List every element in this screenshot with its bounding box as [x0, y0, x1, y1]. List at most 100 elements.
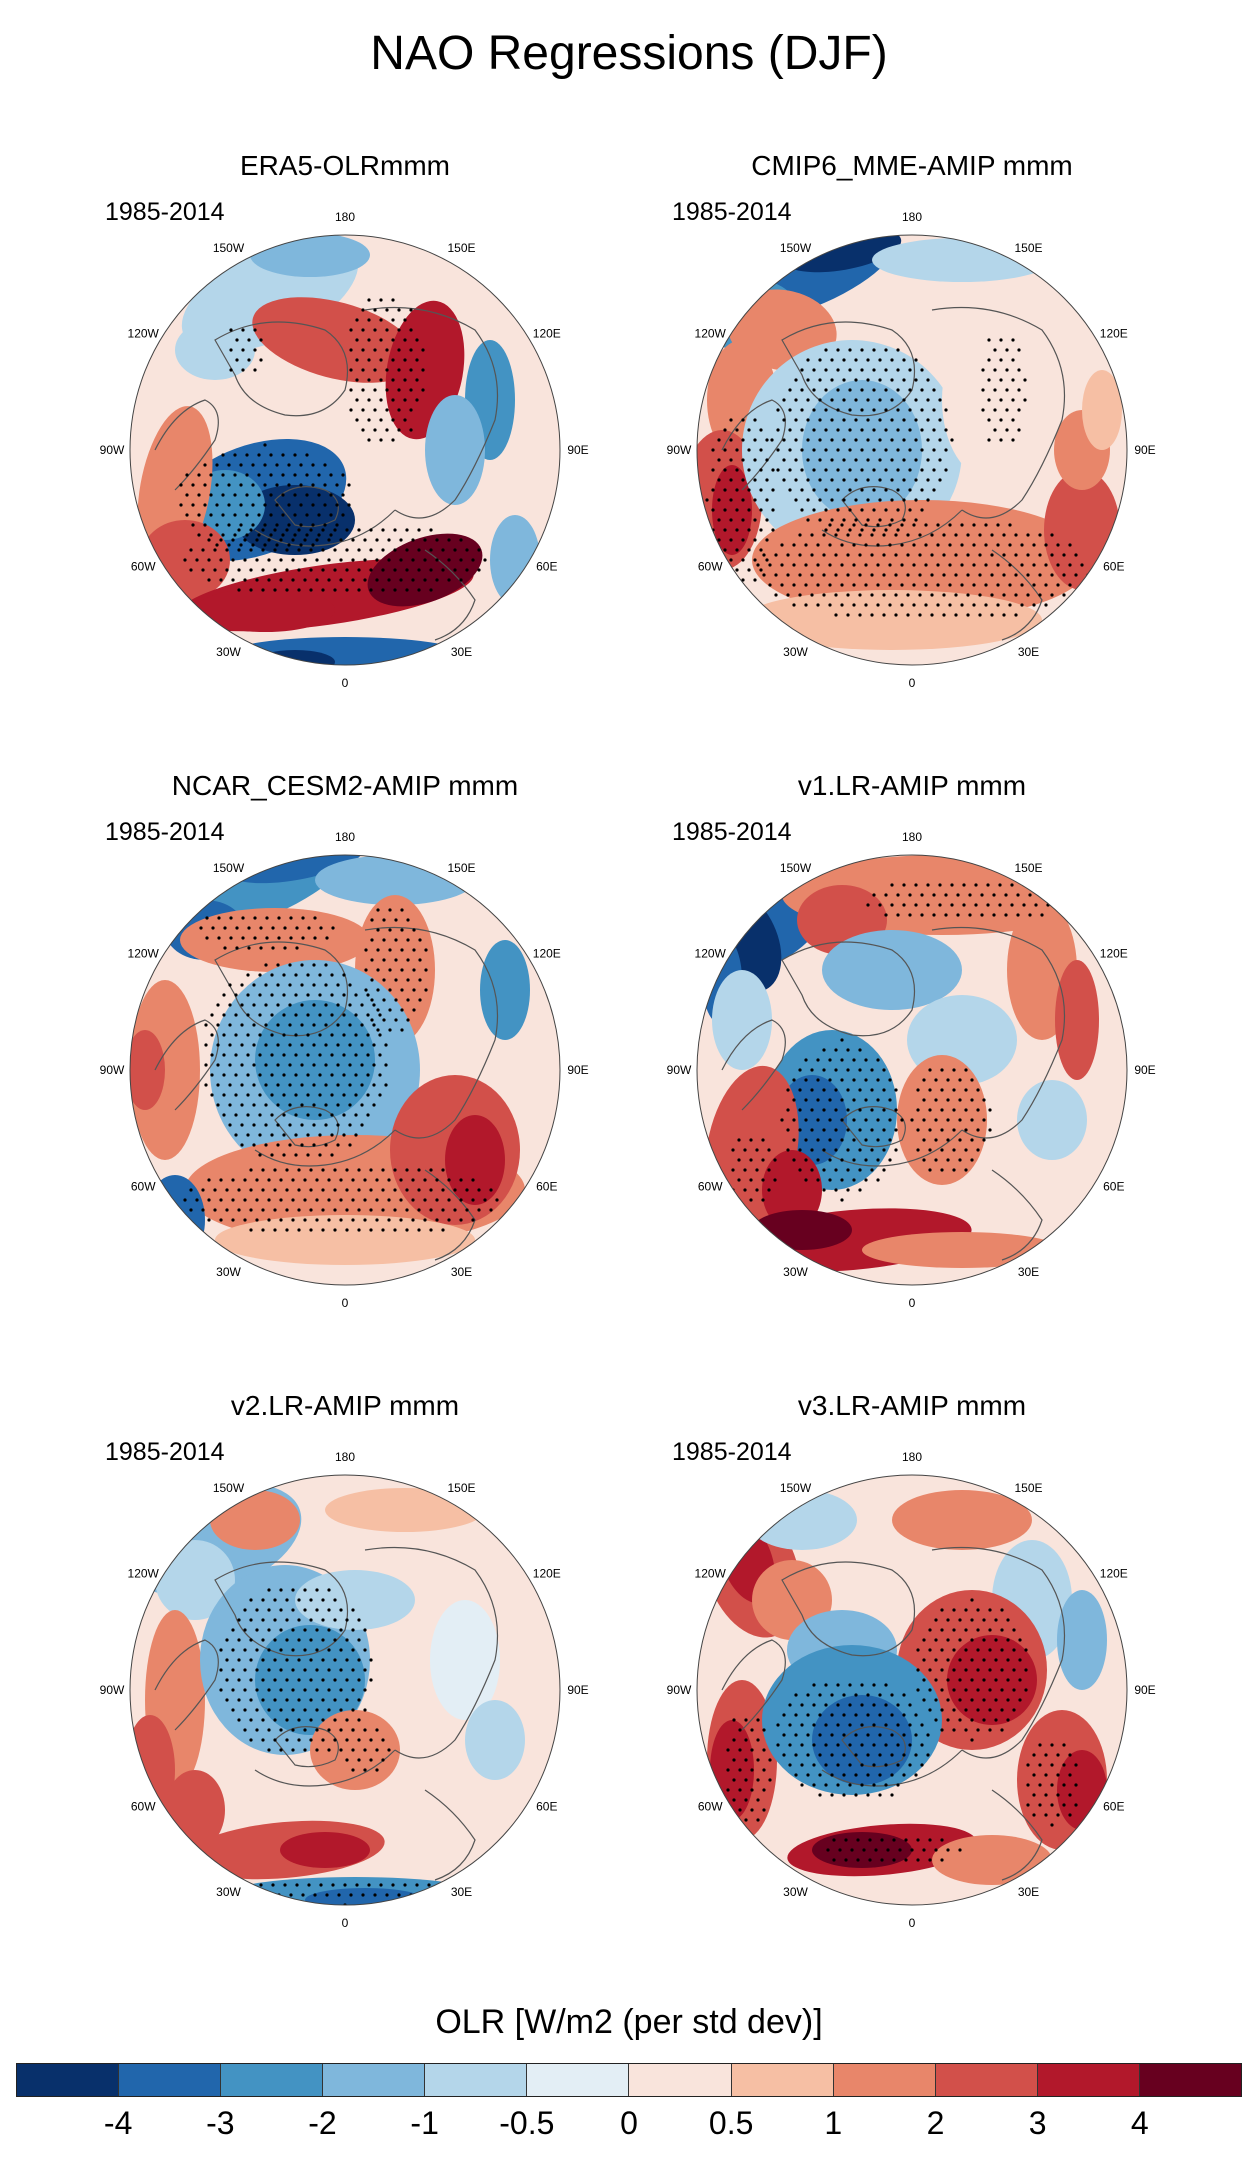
stipple-dot: [842, 478, 846, 482]
stipple-dot: [878, 518, 882, 522]
stipple-dot: [221, 473, 225, 477]
stipple-dot: [800, 488, 804, 492]
stipple-dot: [235, 338, 239, 342]
stipple-dot: [229, 936, 233, 940]
stipple-dot: [993, 348, 997, 352]
stipple-dot: [387, 1178, 391, 1182]
stipple-dot: [453, 1188, 457, 1192]
stipple-dot: [810, 1168, 814, 1172]
stipple-dot: [1032, 1753, 1036, 1757]
stipple-dot: [1050, 593, 1054, 597]
stipple-dot: [768, 583, 772, 587]
longitude-label: 120W: [128, 947, 160, 961]
longitude-label: 30W: [216, 645, 241, 659]
stipple-dot: [370, 1018, 374, 1022]
stipple-dot: [800, 448, 804, 452]
stipple-dot: [729, 418, 733, 422]
stipple-dot: [247, 926, 251, 930]
stipple-dot: [840, 1178, 844, 1182]
stipple-dot: [1074, 553, 1078, 557]
stipple-dot: [318, 1153, 322, 1157]
stipple-dot: [870, 553, 874, 557]
stipple-dot: [1011, 358, 1015, 362]
stipple-dot: [824, 448, 828, 452]
map-panel-v1-lr: v1.LR-AMIP mmm 1985-2014 0 30E 60E 90E 120E 1…: [612, 770, 1212, 1360]
stipple-dot: [1020, 583, 1024, 587]
stipple-dot: [806, 398, 810, 402]
stipple-dot: [928, 1858, 932, 1862]
stipple-dot: [185, 493, 189, 497]
longitude-label: 0: [342, 676, 349, 690]
stipple-dot: [768, 563, 772, 567]
stipple-dot: [339, 538, 343, 542]
stipple-dot: [759, 528, 763, 532]
stipple-dot: [942, 553, 946, 557]
stipple-dot: [366, 1093, 370, 1097]
stipple-dot: [219, 1688, 223, 1692]
longitude-label: 180: [335, 1450, 355, 1464]
stipple-dot: [932, 488, 936, 492]
stipple-dot: [970, 1638, 974, 1642]
longitude-label: 150E: [447, 1481, 475, 1495]
stipple-dot: [922, 1638, 926, 1642]
stipple-dot: [345, 1718, 349, 1722]
stipple-dot: [406, 978, 410, 982]
stipple-dot: [747, 568, 751, 572]
stipple-dot: [261, 1208, 265, 1212]
stipple-dot: [964, 1068, 968, 1072]
stipple-dot: [846, 593, 850, 597]
stipple-dot: [928, 1838, 932, 1842]
stipple-dot: [411, 558, 415, 562]
stipple-dot: [249, 1228, 253, 1232]
stipple-dot: [297, 588, 301, 592]
stipple-dot: [387, 538, 391, 542]
stipple-dot: [848, 368, 852, 372]
stipple-dot: [741, 438, 745, 442]
stipple-dot: [258, 1053, 262, 1057]
stipple-dot: [896, 528, 900, 532]
stipple-dot: [976, 1668, 980, 1672]
stipple-dot: [282, 1053, 286, 1057]
stipple-dot: [916, 1128, 920, 1132]
stipple-dot: [976, 1708, 980, 1712]
stipple-dot: [179, 503, 183, 507]
stipple-dot: [400, 908, 404, 912]
stipple-dot: [860, 368, 864, 372]
stipple-dot: [896, 1783, 900, 1787]
stipple-dot: [216, 1083, 220, 1087]
stipple-dot: [252, 1043, 256, 1047]
stipple-dot: [370, 938, 374, 942]
stipple-dot: [279, 578, 283, 582]
stipple-dot: [723, 548, 727, 552]
stipple-dot: [393, 568, 397, 572]
colorbar-swatch: [425, 2064, 528, 2096]
stipple-dot: [372, 1023, 376, 1027]
colorbar-tick-label: -0.5: [499, 2105, 555, 2141]
stipple-dot: [920, 508, 924, 512]
stipple-dot: [944, 913, 948, 917]
stipple-dot: [812, 1683, 816, 1687]
stipple-dot: [209, 513, 213, 517]
stipple-dot: [267, 558, 271, 562]
stipple-dot: [824, 468, 828, 472]
stipple-dot: [276, 1103, 280, 1107]
stipple-dot: [299, 463, 303, 467]
stipple-dot: [890, 378, 894, 382]
stipple-dot: [920, 1723, 924, 1727]
stipple-dot: [261, 1718, 265, 1722]
stipple-dot: [932, 913, 936, 917]
stipple-dot: [355, 318, 359, 322]
stipple-dot: [872, 368, 876, 372]
stipple-dot: [306, 1093, 310, 1097]
stipple-dot: [201, 568, 205, 572]
stipple-dot: [215, 463, 219, 467]
stipple-dot: [902, 1733, 906, 1737]
stipple-dot: [289, 916, 293, 920]
stipple-dot: [384, 1083, 388, 1087]
stipple-dot: [940, 1148, 944, 1152]
stipple-dot: [852, 603, 856, 607]
stipple-dot: [251, 503, 255, 507]
stipple-dot: [741, 518, 745, 522]
stipple-dot: [872, 893, 876, 897]
